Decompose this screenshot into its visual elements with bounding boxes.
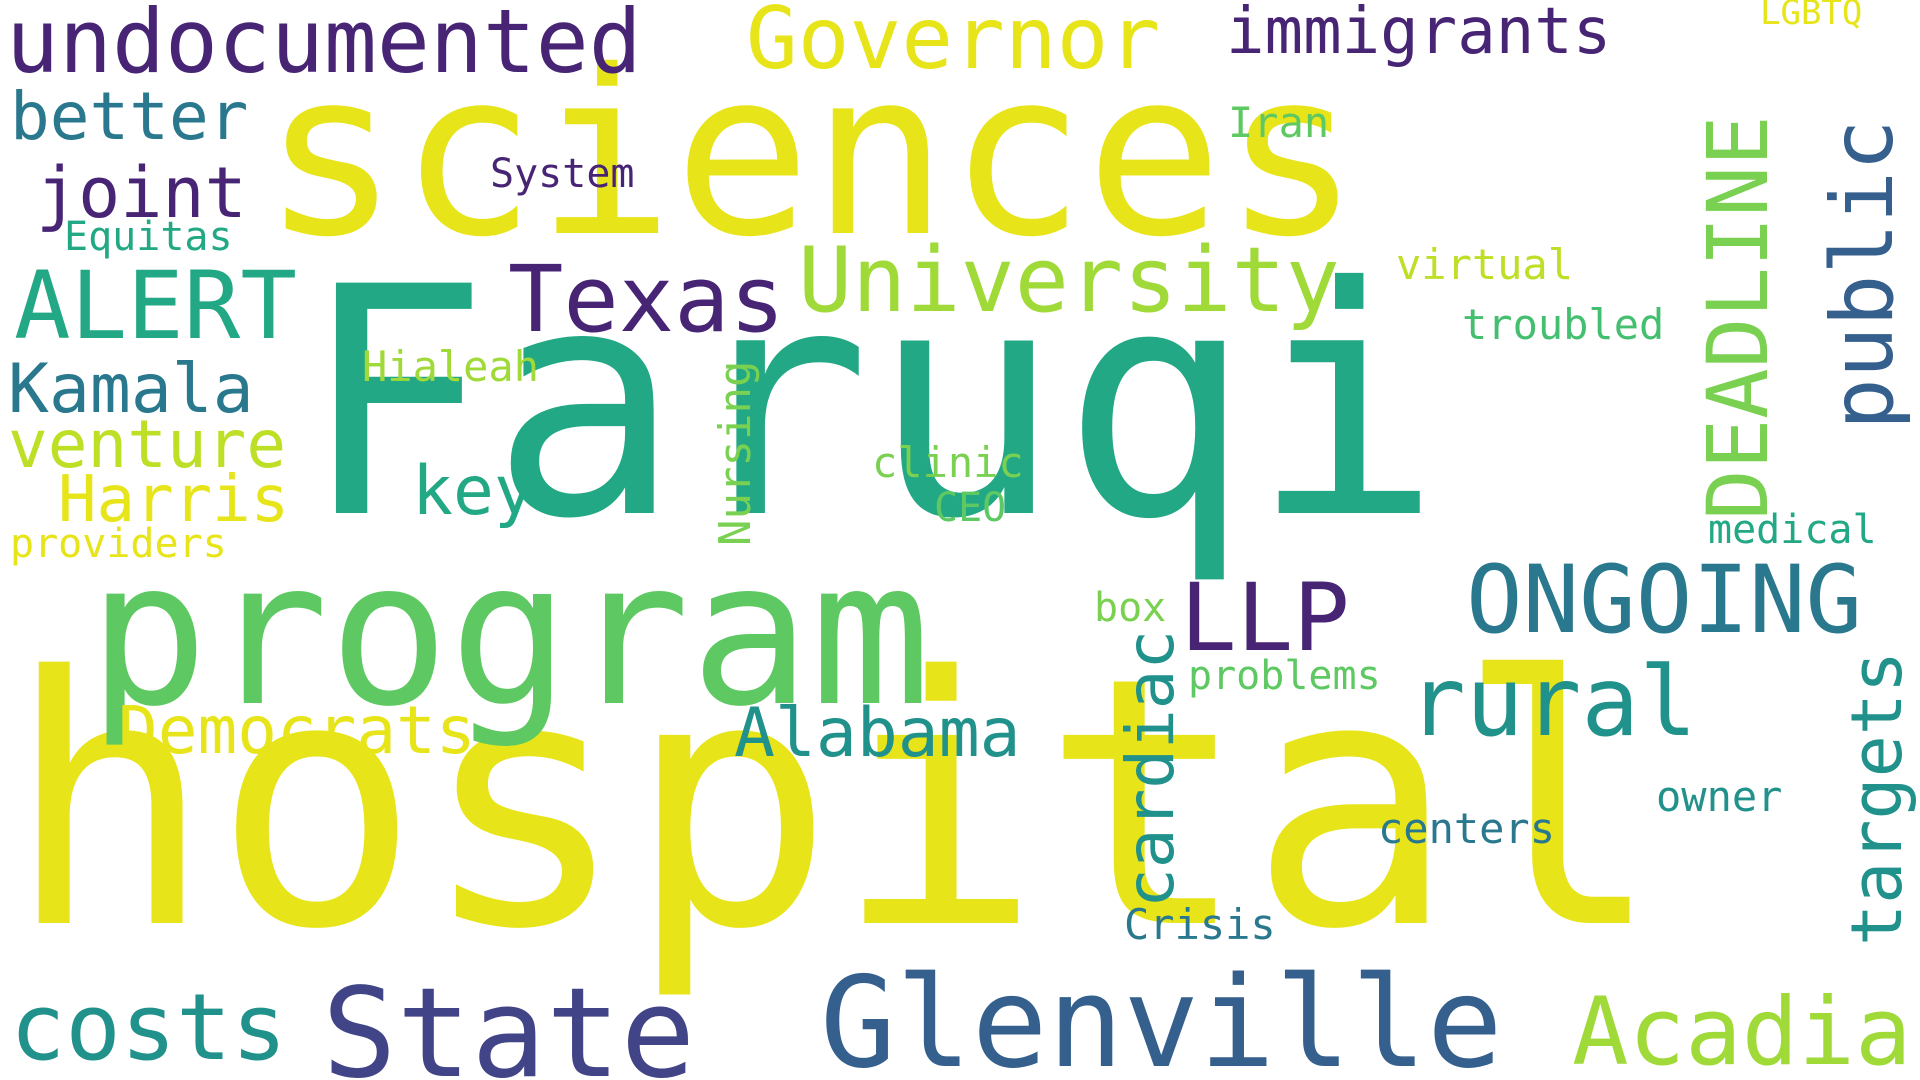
- word-clinic: clinic: [872, 438, 1024, 487]
- word-equitas: Equitas: [64, 214, 233, 260]
- word-sciences: sciences: [262, 21, 1361, 287]
- word-public: public: [1813, 119, 1913, 430]
- word-virtual: virtual: [1396, 240, 1574, 289]
- word-crisis: Crisis: [1124, 900, 1276, 949]
- word-costs: costs: [10, 974, 287, 1080]
- word-owner: owner: [1656, 772, 1783, 821]
- word-iran: Iran: [1228, 98, 1330, 147]
- word-better: better: [10, 78, 249, 155]
- word-hospital: hospital: [6, 605, 1663, 1005]
- word-acadia: Acadia: [1572, 978, 1912, 1080]
- word-democrats: Democrats: [118, 692, 476, 769]
- word-centers: centers: [1378, 804, 1556, 853]
- word-medical: medical: [1708, 507, 1877, 553]
- word-troubled: troubled: [1462, 300, 1665, 349]
- word-venture: venture: [8, 406, 287, 483]
- word-ongoing: ONGOING: [1466, 546, 1863, 655]
- word-box: box: [1094, 585, 1167, 631]
- word-alert: ALERT: [14, 252, 297, 361]
- word-faruqi: Faruqi: [300, 220, 1442, 588]
- word-key: key: [412, 452, 535, 531]
- word-providers: providers: [10, 521, 227, 567]
- word-state: State: [322, 962, 696, 1080]
- word-university: University: [798, 228, 1340, 333]
- word-deadline: DEADLINE: [1689, 115, 1787, 520]
- word-joint: joint: [36, 152, 247, 234]
- word-ceo: CEO: [934, 485, 1007, 531]
- word-immigrants: immigrants: [1226, 0, 1612, 69]
- word-llp: LLP: [1180, 564, 1350, 673]
- word-lgbtq: LGBTQ: [1760, 0, 1863, 33]
- word-targets: targets: [1836, 650, 1918, 946]
- word-glenville: Glenville: [820, 949, 1503, 1080]
- word-system: System: [490, 151, 635, 197]
- word-rural: rural: [1408, 646, 1697, 758]
- word-program: program: [88, 518, 931, 751]
- word-alabama: Alabama: [734, 694, 1021, 773]
- word-cardiac: cardiac: [1112, 629, 1189, 908]
- word-harris: Harris: [58, 463, 290, 537]
- word-nursing: Nursing: [710, 360, 761, 546]
- word-kamala: Kamala: [8, 350, 254, 429]
- word-hialeah: Hialeah: [362, 342, 540, 391]
- word-texas: Texas: [508, 246, 785, 353]
- word-problems: problems: [1188, 653, 1381, 699]
- word-undocumented: undocumented: [6, 0, 642, 93]
- word-governor: Governor: [746, 0, 1161, 89]
